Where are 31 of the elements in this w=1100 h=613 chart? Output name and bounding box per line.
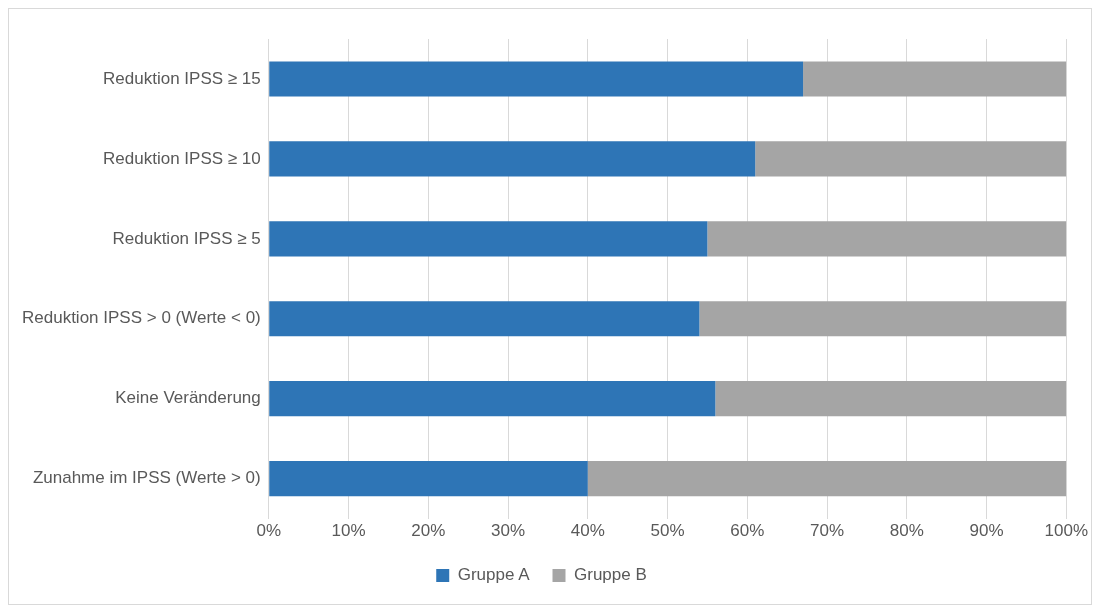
- x-tick-label: 80%: [889, 521, 924, 541]
- x-tick-label: 30%: [490, 521, 526, 541]
- bar: [707, 221, 1067, 257]
- bar: [269, 301, 700, 337]
- y-tick-label: Reduktion IPSS ≥ 5: [112, 228, 261, 248]
- bar: [269, 461, 588, 497]
- x-tick-label: 20%: [411, 521, 446, 541]
- x-tick-label: 70%: [809, 521, 845, 541]
- y-tick-label: Reduktion IPSS ≥ 10: [103, 148, 261, 168]
- bar: [699, 301, 1067, 337]
- bar: [269, 381, 716, 417]
- bar: [803, 61, 1067, 97]
- y-tick-label: Keine Veränderung: [115, 388, 261, 408]
- bar: [269, 61, 804, 97]
- y-tick-label: Reduktion IPSS ≥ 15: [103, 68, 261, 88]
- x-tick-label: 0%: [256, 521, 282, 541]
- legend-label: Gruppe B: [574, 565, 647, 585]
- x-tick-label: 60%: [730, 521, 765, 541]
- bar: [269, 221, 708, 257]
- x-tick-label: 50%: [650, 521, 685, 541]
- bar: [269, 141, 756, 177]
- legend-label: Gruppe A: [457, 565, 531, 585]
- x-tick-label: 40%: [570, 521, 605, 541]
- y-tick-label: Reduktion IPSS > 0 (Werte < 0): [22, 308, 261, 328]
- y-tick-label: Zunahme im IPSS (Werte > 0): [32, 468, 261, 488]
- bar: [715, 381, 1067, 417]
- bar: [587, 461, 1067, 497]
- x-tick-label: 10%: [331, 521, 366, 541]
- bar: [755, 141, 1067, 177]
- x-tick-label: 100%: [1044, 521, 1088, 541]
- x-tick-label: 90%: [969, 521, 1004, 541]
